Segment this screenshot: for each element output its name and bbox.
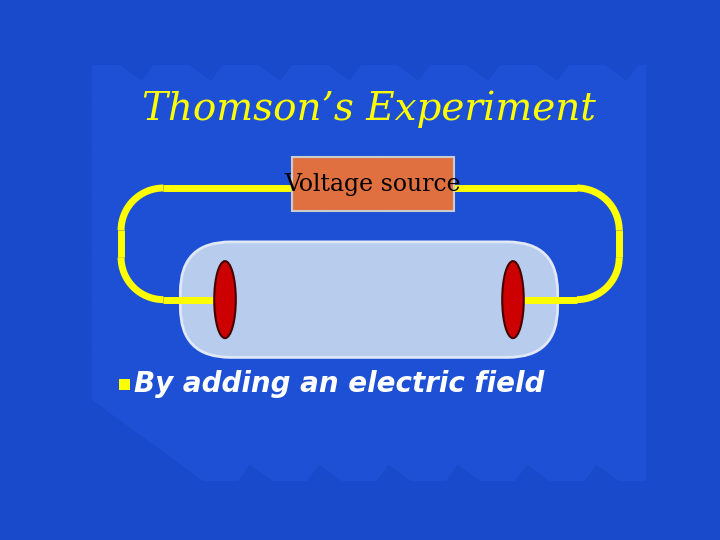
Text: Thomson’s Experiment: Thomson’s Experiment <box>142 91 596 128</box>
Text: Voltage source: Voltage source <box>284 173 462 195</box>
FancyBboxPatch shape <box>180 242 558 357</box>
Text: By adding an electric field: By adding an electric field <box>134 370 544 399</box>
Ellipse shape <box>503 261 523 338</box>
FancyBboxPatch shape <box>292 157 454 211</box>
FancyBboxPatch shape <box>119 379 130 390</box>
Ellipse shape <box>215 261 235 338</box>
